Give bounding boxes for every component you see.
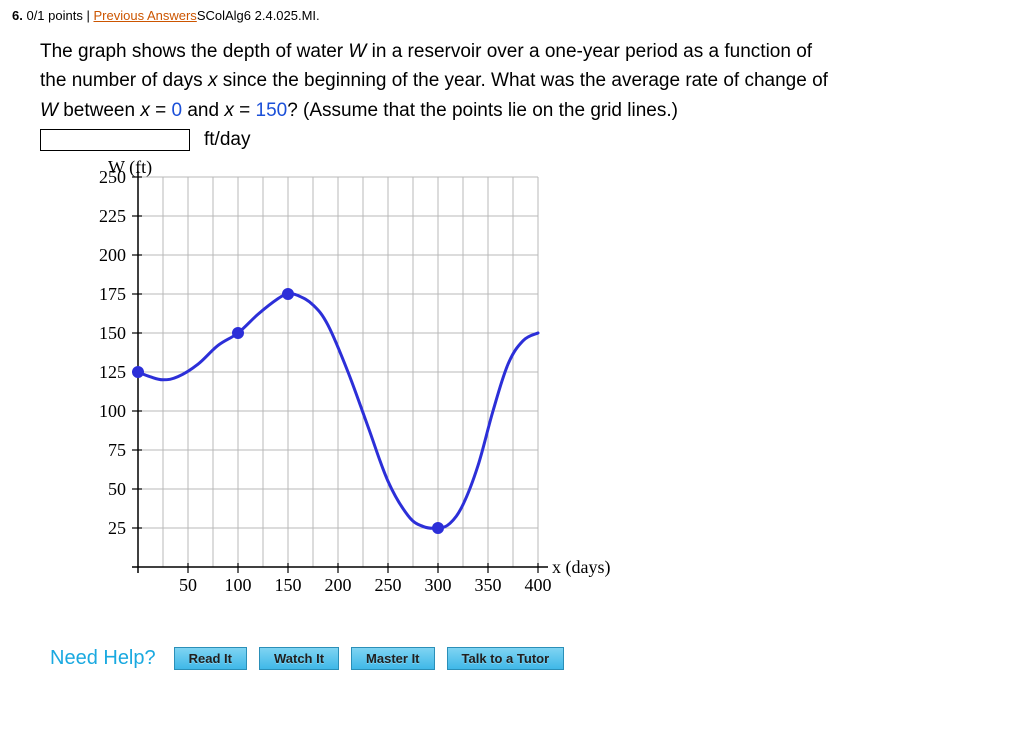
svg-text:50: 50 [108, 479, 126, 499]
svg-text:200: 200 [99, 245, 126, 265]
svg-text:150: 150 [275, 575, 302, 595]
svg-text:300: 300 [425, 575, 452, 595]
answer-row: ft/day [40, 129, 1000, 151]
svg-text:250: 250 [375, 575, 402, 595]
svg-text:225: 225 [99, 206, 126, 226]
help-row: Need Help? Read It Watch It Master It Ta… [50, 647, 1000, 670]
svg-text:75: 75 [108, 440, 126, 460]
reservoir-chart: 50 100 150 200 250 300 350 400 25 50 75 100 125 150 17… [50, 157, 610, 617]
master-it-button[interactable]: Master It [351, 647, 434, 670]
previous-answers-link[interactable]: Previous Answers [93, 8, 196, 23]
svg-text:W (ft): W (ft) [108, 157, 152, 178]
svg-text:100: 100 [99, 401, 126, 421]
question-body: The graph shows the depth of water W in … [40, 37, 1000, 670]
chart-container: 50 100 150 200 250 300 350 400 25 50 75 100 125 150 17… [50, 157, 1000, 617]
svg-text:25: 25 [108, 518, 126, 538]
watch-it-button[interactable]: Watch It [259, 647, 339, 670]
svg-text:400: 400 [525, 575, 552, 595]
svg-text:50: 50 [179, 575, 197, 595]
answer-input[interactable] [40, 129, 190, 151]
need-help-label: Need Help? [50, 647, 156, 670]
question-number: 6. [12, 8, 23, 23]
svg-text:175: 175 [99, 284, 126, 304]
source-code: SColAlg6 2.4.025.MI. [197, 8, 320, 23]
svg-text:200: 200 [325, 575, 352, 595]
answer-unit: ft/day [204, 129, 250, 151]
separator: | [86, 8, 89, 23]
read-it-button[interactable]: Read It [174, 647, 247, 670]
question-header: 6. 0/1 points | Previous AnswersSColAlg6… [12, 8, 1007, 23]
talk-to-tutor-button[interactable]: Talk to a Tutor [447, 647, 565, 670]
svg-text:125: 125 [99, 362, 126, 382]
svg-text:150: 150 [99, 323, 126, 343]
points-text: 0/1 points [26, 8, 82, 23]
prompt-text: The graph shows the depth of water W in … [40, 37, 1000, 125]
svg-text:x (days): x (days) [552, 557, 610, 578]
svg-text:100: 100 [225, 575, 252, 595]
svg-text:350: 350 [475, 575, 502, 595]
